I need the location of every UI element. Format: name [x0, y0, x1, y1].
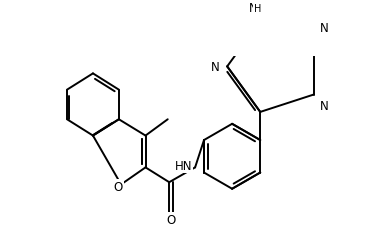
- Text: HN: HN: [174, 160, 192, 173]
- Text: N: N: [320, 99, 328, 112]
- Text: O: O: [113, 180, 123, 193]
- Text: O: O: [166, 213, 175, 226]
- Text: N: N: [320, 22, 328, 35]
- Text: N: N: [211, 61, 220, 74]
- Text: N: N: [249, 2, 258, 15]
- Text: H: H: [254, 4, 261, 14]
